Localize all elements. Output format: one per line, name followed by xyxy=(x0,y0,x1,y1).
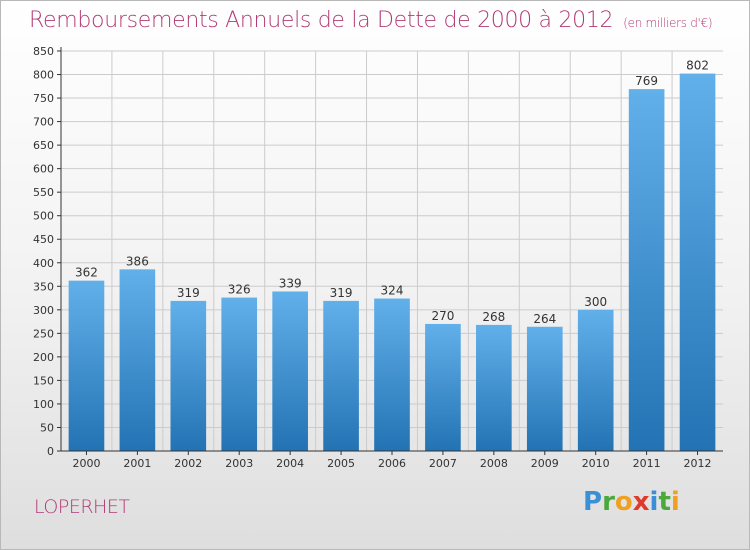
y-tick-label: 300 xyxy=(33,304,54,317)
y-tick-label: 650 xyxy=(33,139,54,152)
bar xyxy=(272,291,308,451)
bar-value-label: 324 xyxy=(381,284,404,298)
y-tick-label: 400 xyxy=(33,257,54,270)
y-tick-label: 350 xyxy=(33,280,54,293)
logo-letter: o xyxy=(614,487,633,517)
bar xyxy=(425,323,461,451)
bar-value-label: 319 xyxy=(330,286,353,300)
x-tick-label: 2009 xyxy=(531,457,559,470)
y-tick-label: 550 xyxy=(33,186,54,199)
bar-value-label: 362 xyxy=(75,266,98,280)
bar xyxy=(526,326,563,451)
bar xyxy=(628,89,665,451)
bar xyxy=(323,300,359,451)
bar xyxy=(119,269,156,451)
bar-value-label: 802 xyxy=(686,59,709,73)
axes: 0 50 100 150 200 250 300 350 400 450 500 550 600 650 7… xyxy=(33,45,723,470)
y-tick-label: 700 xyxy=(33,116,54,129)
logo-letter: x xyxy=(632,487,650,517)
bar-value-label: 264 xyxy=(533,312,556,326)
y-tick-label: 50 xyxy=(40,421,54,434)
y-tick-label: 250 xyxy=(33,327,54,340)
bar-value-label: 300 xyxy=(584,295,607,309)
x-tick-label: 2000 xyxy=(72,457,100,470)
y-tick-label: 600 xyxy=(33,163,54,176)
x-tick-label: 2003 xyxy=(225,457,253,470)
x-tick-label: 2011 xyxy=(633,457,661,470)
bar-value-label: 769 xyxy=(635,74,658,88)
x-tick-label: 2004 xyxy=(276,457,304,470)
chart-unit: (en milliers d'€) xyxy=(623,16,713,30)
bar xyxy=(374,298,410,451)
bars xyxy=(68,73,716,452)
bar xyxy=(577,309,614,451)
data-labels: 362 386 319 326 339 319 324 270 268 264 300 769 802 xyxy=(75,59,709,326)
bar-value-label: 319 xyxy=(177,286,200,300)
logo-letter: i xyxy=(670,487,680,517)
bar xyxy=(170,300,207,451)
logo-letter: r xyxy=(602,487,615,517)
logo-letter: P xyxy=(583,487,603,517)
y-tick-label: 800 xyxy=(33,69,54,82)
bar-value-label: 268 xyxy=(482,310,505,324)
x-tick-label: 2010 xyxy=(582,457,610,470)
y-tick-label: 100 xyxy=(33,398,54,411)
y-tick-label: 850 xyxy=(33,45,54,58)
bar-value-label: 326 xyxy=(228,283,251,297)
y-tick-label: 150 xyxy=(33,374,54,387)
bar xyxy=(221,297,258,451)
chart-title: Remboursements Annuels de la Dette de 20… xyxy=(29,8,713,33)
bar-value-label: 270 xyxy=(431,309,454,323)
y-tick-label: 750 xyxy=(33,92,54,105)
logo-letter: t xyxy=(658,487,671,517)
y-tick-label: 450 xyxy=(33,233,54,246)
x-tick-label: 2002 xyxy=(174,457,202,470)
bar-value-label: 386 xyxy=(126,254,149,268)
x-tick-label: 2001 xyxy=(123,457,151,470)
y-tick-label: 500 xyxy=(33,210,54,223)
bar-value-label: 339 xyxy=(279,276,302,290)
chart-title-text: Remboursements Annuels de la Dette de 20… xyxy=(29,8,614,33)
bar xyxy=(476,324,512,451)
bar xyxy=(68,280,105,451)
x-tick-label: 2007 xyxy=(429,457,457,470)
logo-letter: i xyxy=(649,487,659,517)
proxiti-logo: Proxiti xyxy=(583,487,680,517)
y-tick-label: 200 xyxy=(33,351,54,364)
x-tick-label: 2005 xyxy=(327,457,355,470)
commune-name: LOPERHET xyxy=(34,496,130,518)
x-tick-label: 2008 xyxy=(480,457,508,470)
y-tick-label: 0 xyxy=(47,445,54,458)
x-tick-label: 2006 xyxy=(378,457,406,470)
bar xyxy=(679,73,716,452)
x-tick-label: 2012 xyxy=(684,457,712,470)
